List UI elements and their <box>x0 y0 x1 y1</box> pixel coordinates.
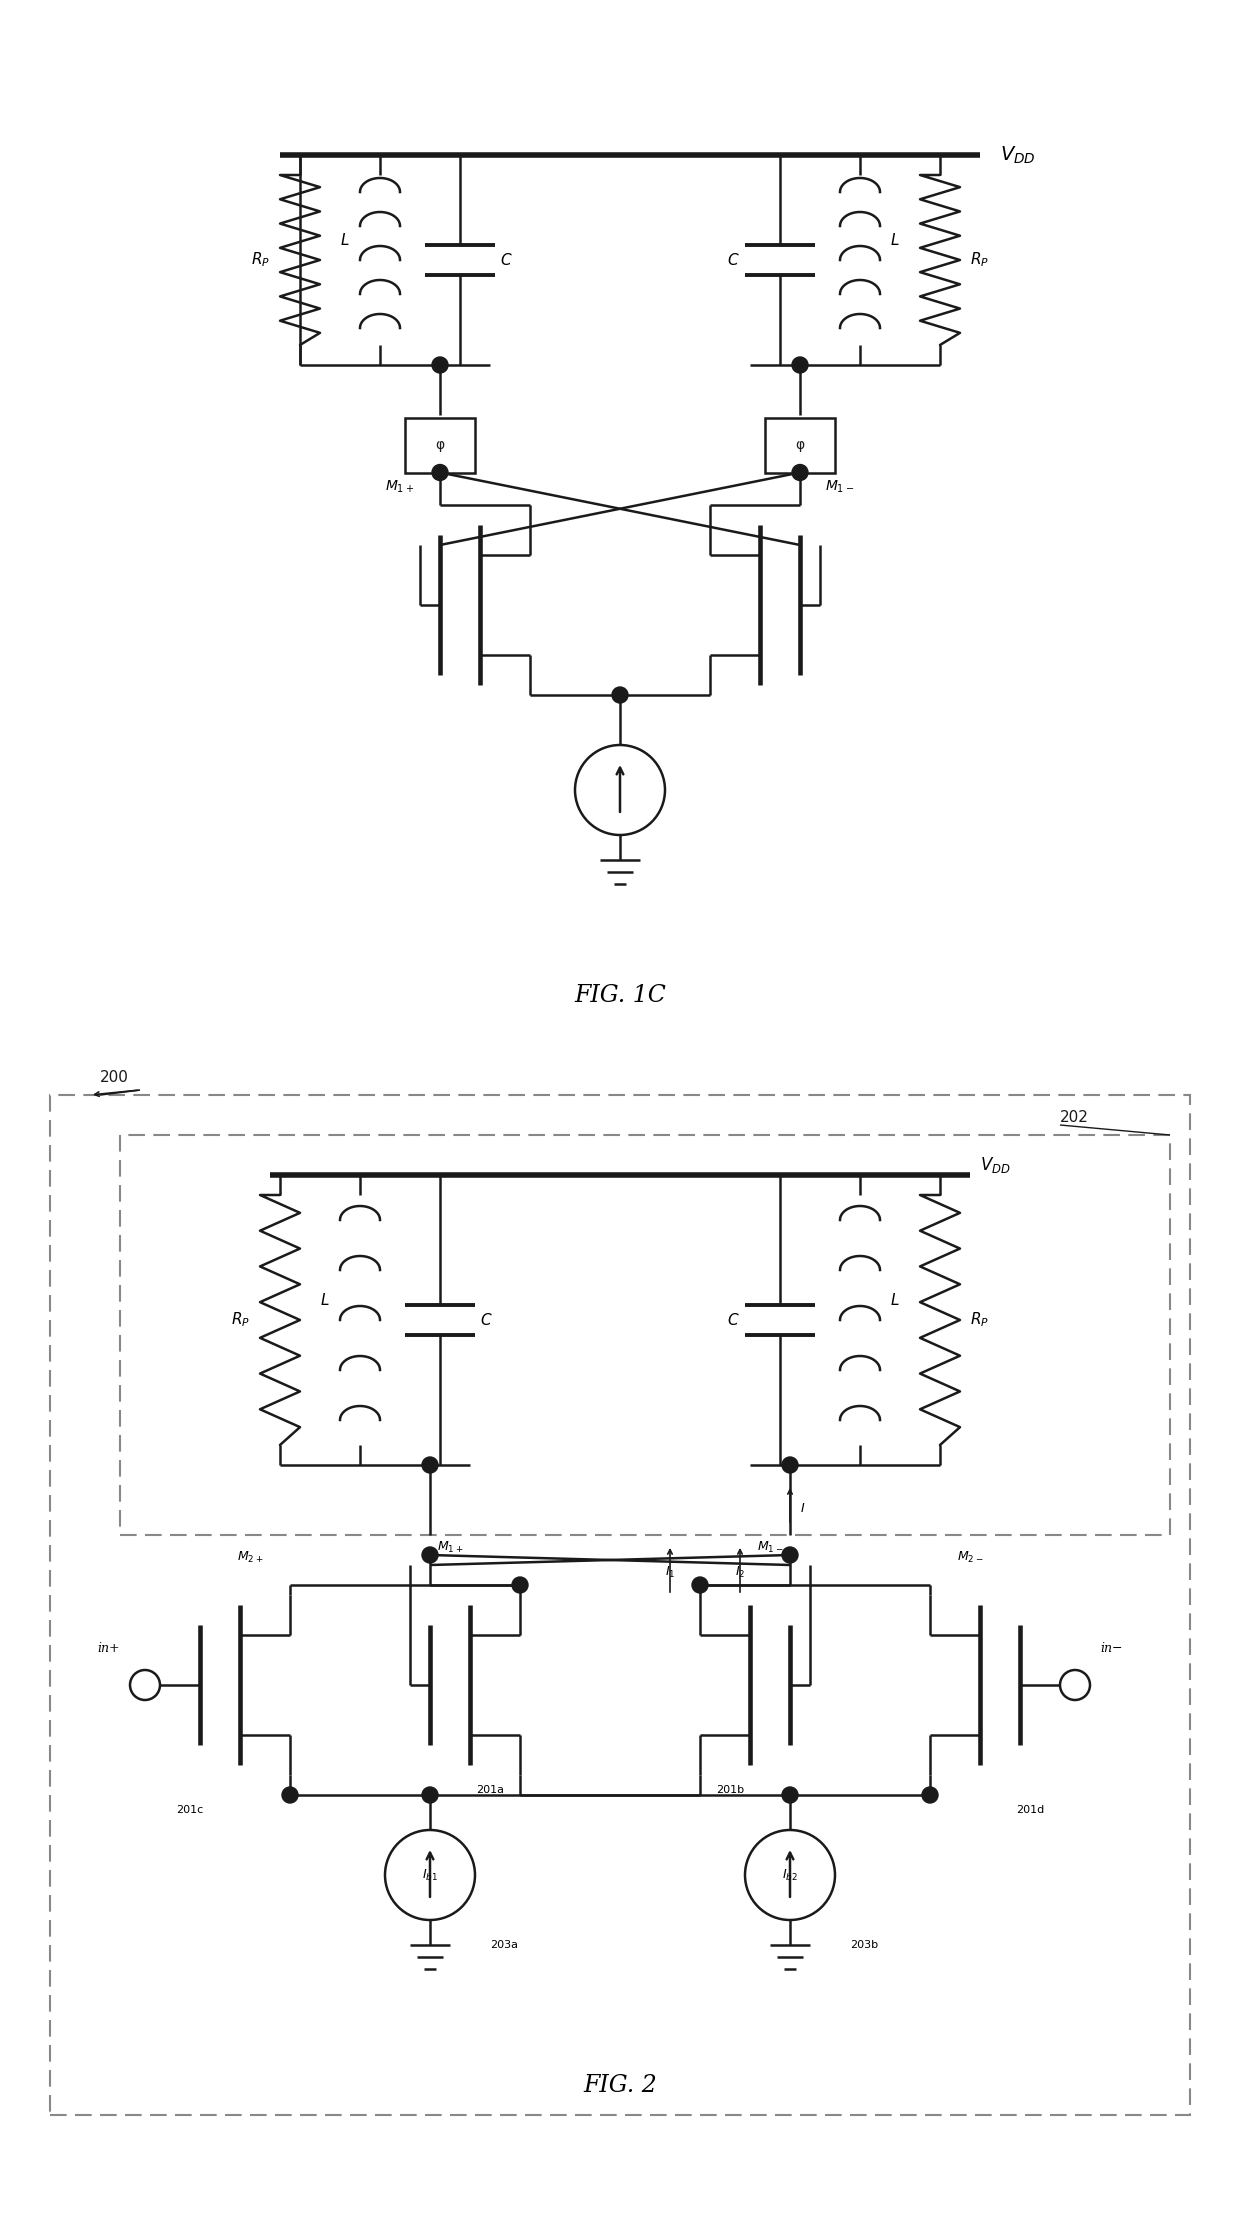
Text: $L$: $L$ <box>890 233 899 248</box>
Circle shape <box>1060 1670 1090 1699</box>
Text: $R_P$: $R_P$ <box>970 250 990 270</box>
Text: $I_2$: $I_2$ <box>735 1566 745 1579</box>
Text: 201d: 201d <box>1016 1805 1044 1814</box>
Circle shape <box>384 1830 475 1920</box>
Bar <box>50 1094 1190 2115</box>
Circle shape <box>432 465 448 481</box>
Text: $C$: $C$ <box>728 253 740 268</box>
Text: $I_{b2}$: $I_{b2}$ <box>782 1867 797 1883</box>
Text: 201c: 201c <box>176 1805 203 1814</box>
Text: $R_P$: $R_P$ <box>231 1311 250 1329</box>
Text: 203a: 203a <box>490 1940 518 1949</box>
Text: FIG. 2: FIG. 2 <box>583 2073 657 2098</box>
Circle shape <box>130 1670 160 1699</box>
Circle shape <box>281 1788 298 1803</box>
Circle shape <box>512 1577 528 1593</box>
Bar <box>765 416 835 472</box>
Text: 203b: 203b <box>849 1940 878 1949</box>
Text: $R_P$: $R_P$ <box>970 1311 990 1329</box>
Text: in+: in+ <box>98 1641 120 1655</box>
Text: in−: in− <box>1100 1641 1122 1655</box>
Text: $M_{1+}$: $M_{1+}$ <box>386 478 414 494</box>
Bar <box>120 1134 1171 1535</box>
Circle shape <box>422 1457 438 1473</box>
Text: 201a: 201a <box>476 1785 503 1794</box>
Circle shape <box>422 1546 438 1564</box>
Text: $C$: $C$ <box>480 1311 492 1329</box>
Circle shape <box>782 1546 799 1564</box>
Text: 201b: 201b <box>715 1785 744 1794</box>
Circle shape <box>923 1788 937 1803</box>
Circle shape <box>792 357 808 372</box>
Text: $V_{DD}$: $V_{DD}$ <box>980 1154 1011 1174</box>
Circle shape <box>422 1788 438 1803</box>
Text: $M_{2+}$: $M_{2+}$ <box>237 1550 263 1566</box>
Circle shape <box>432 357 448 372</box>
Circle shape <box>782 1788 799 1803</box>
Text: $M_{1-}$: $M_{1-}$ <box>756 1539 784 1555</box>
Text: $R_P$: $R_P$ <box>250 250 270 270</box>
Circle shape <box>782 1457 799 1473</box>
Text: $I_1$: $I_1$ <box>665 1566 676 1579</box>
Bar <box>405 416 475 472</box>
Text: $M_{1-}$: $M_{1-}$ <box>826 478 854 494</box>
Circle shape <box>792 465 808 481</box>
Text: φ: φ <box>795 439 805 452</box>
Text: $C$: $C$ <box>728 1311 740 1329</box>
Text: $M_{2-}$: $M_{2-}$ <box>957 1550 983 1566</box>
Circle shape <box>613 687 627 702</box>
Circle shape <box>745 1830 835 1920</box>
Text: $L$: $L$ <box>890 1291 899 1309</box>
Text: $L$: $L$ <box>341 233 350 248</box>
Text: 202: 202 <box>1060 1110 1089 1125</box>
Text: $V_{DD}$: $V_{DD}$ <box>999 144 1035 166</box>
Text: $I$: $I$ <box>800 1502 805 1515</box>
Text: $L$: $L$ <box>320 1291 330 1309</box>
Circle shape <box>575 744 665 835</box>
Circle shape <box>692 1577 708 1593</box>
Text: $C$: $C$ <box>500 253 512 268</box>
Text: φ: φ <box>435 439 445 452</box>
Text: FIG. 1C: FIG. 1C <box>574 983 666 1006</box>
Text: $M_{1+}$: $M_{1+}$ <box>436 1539 464 1555</box>
Text: 200: 200 <box>100 1070 129 1085</box>
Text: $I_{b1}$: $I_{b1}$ <box>422 1867 438 1883</box>
